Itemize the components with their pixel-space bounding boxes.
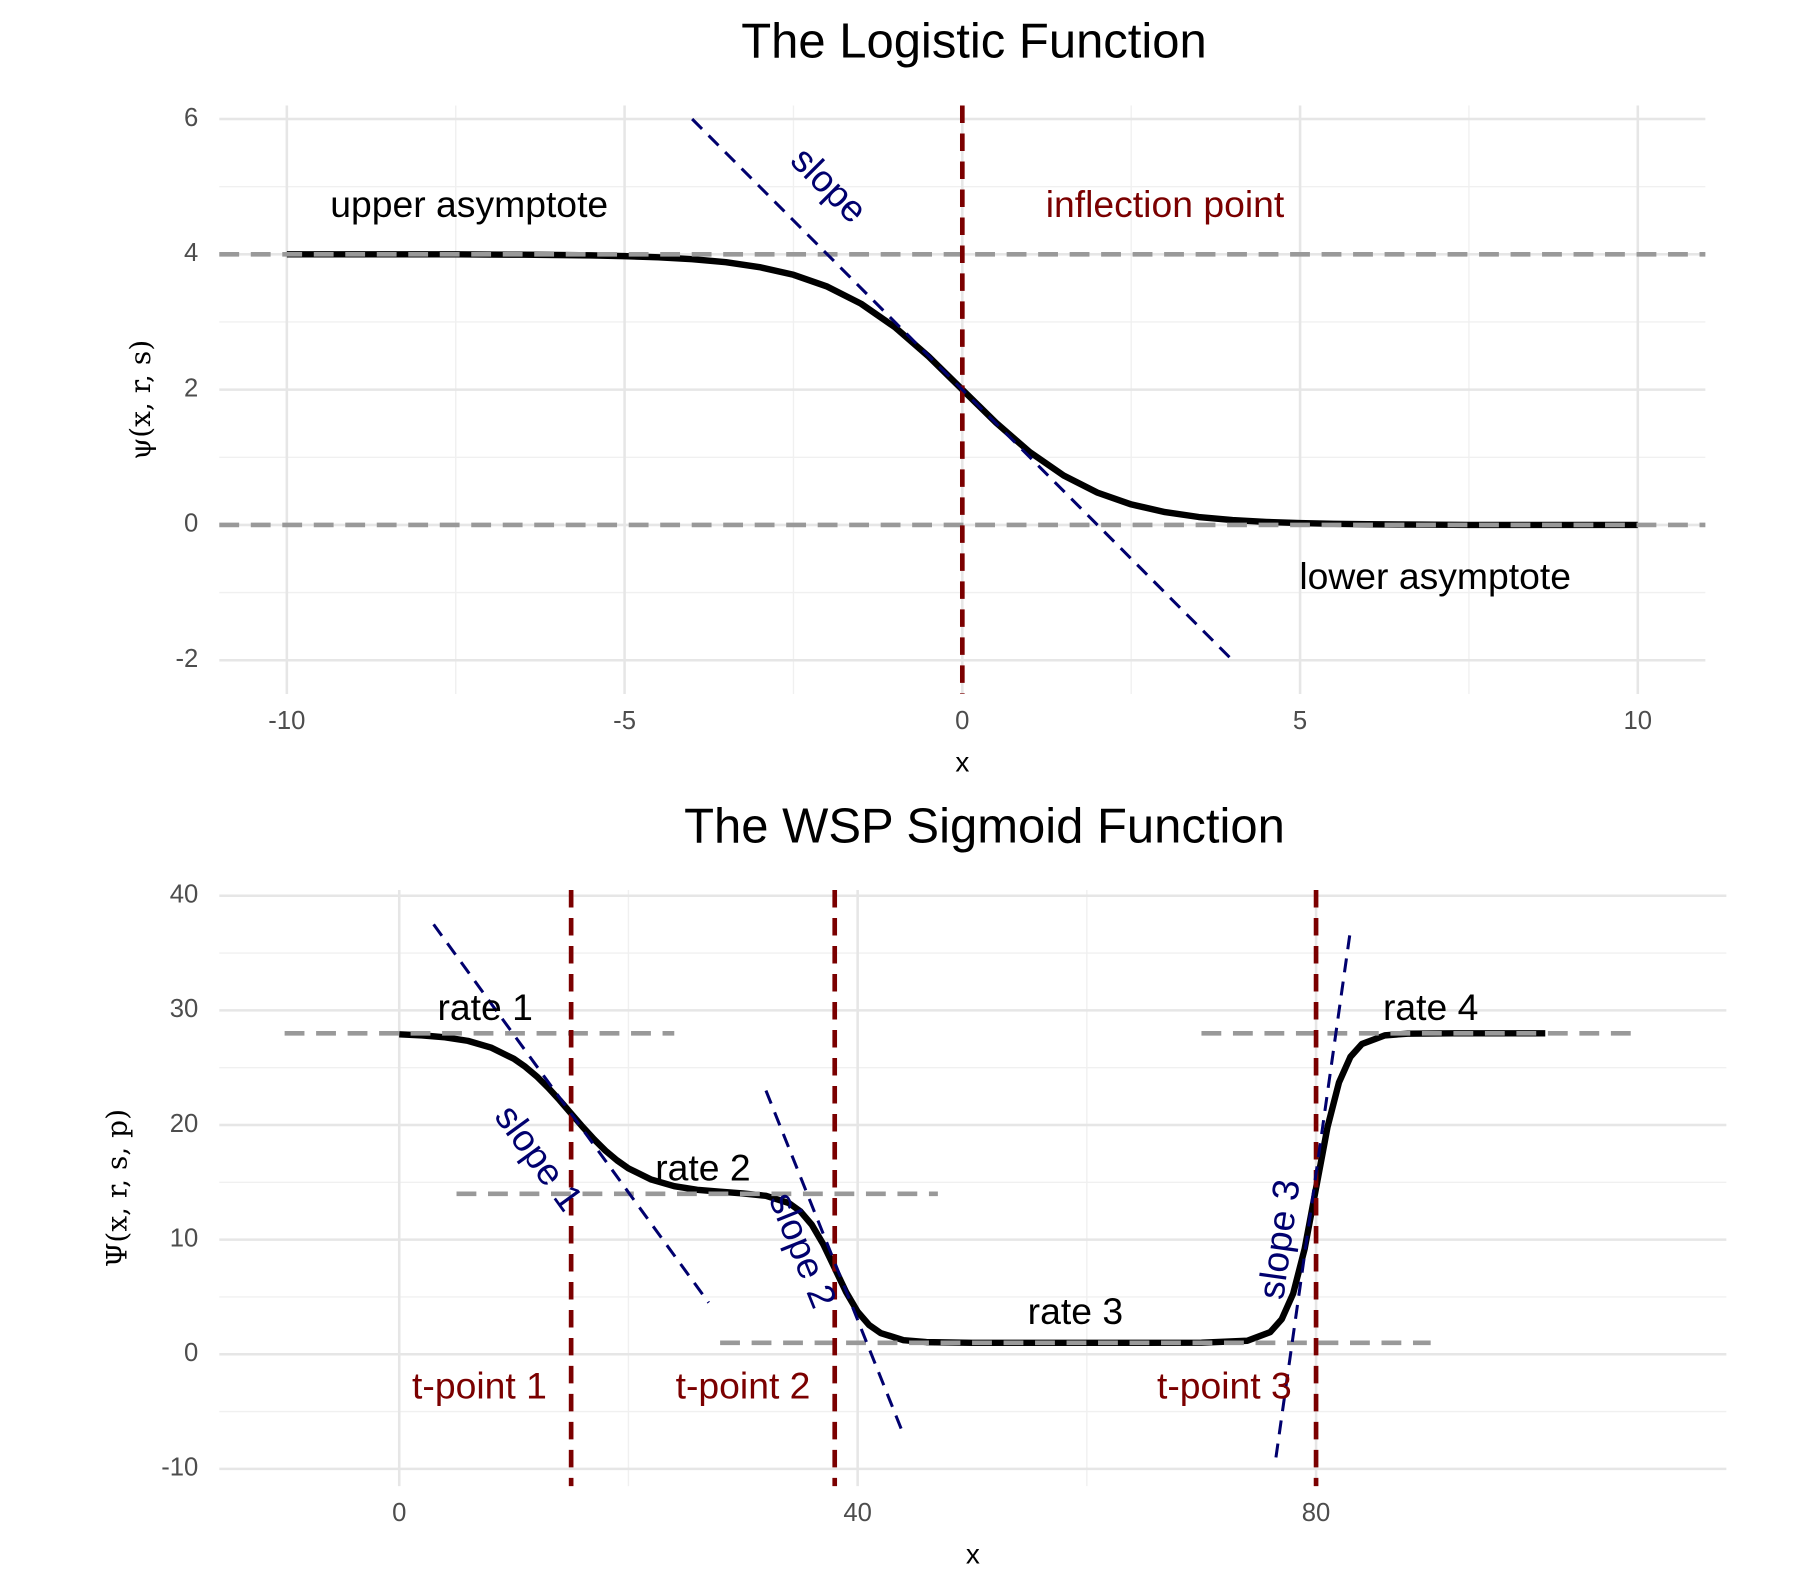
slope-line <box>764 1090 905 1436</box>
annotation: t-point 1 <box>412 1365 547 1407</box>
y-tick-label: 2 <box>184 374 198 402</box>
y-tick-label: 30 <box>170 995 199 1023</box>
y-tick-label: 20 <box>170 1110 199 1138</box>
chart-title: The WSP Sigmoid Function <box>684 799 1285 853</box>
x-tick-label: -10 <box>268 707 305 735</box>
x-axis-title: x <box>966 1538 980 1569</box>
y-tick-label: 6 <box>184 104 198 132</box>
slope-line <box>1274 929 1352 1458</box>
x-tick-label: -5 <box>613 707 636 735</box>
x-tick-label: 5 <box>1293 707 1307 735</box>
annotation: rate 1 <box>437 986 532 1028</box>
y-axis-title: Ψ(x, r, s, p) <box>100 1109 133 1267</box>
y-tick-label: -10 <box>161 1454 198 1482</box>
y-tick-label: -2 <box>175 645 198 673</box>
slope-line <box>691 117 1234 662</box>
chart-title: The Logistic Function <box>741 15 1207 69</box>
x-tick-label: 40 <box>843 1499 872 1527</box>
slope-line <box>432 923 710 1304</box>
annotation: t-point 2 <box>676 1365 811 1407</box>
x-axis-title: x <box>955 746 969 777</box>
annotation: inflection point <box>1046 183 1285 225</box>
y-axis-title: ψ(x, r, s) <box>124 340 157 460</box>
annotation: upper asymptote <box>330 183 608 225</box>
y-tick-label: 40 <box>170 881 199 909</box>
annotation: rate 4 <box>1383 986 1478 1028</box>
x-tick-label: 10 <box>1624 707 1653 735</box>
x-tick-label: 80 <box>1302 1499 1331 1527</box>
y-tick-label: 10 <box>170 1224 199 1252</box>
y-tick-label: 0 <box>184 510 198 538</box>
annotation: lower asymptote <box>1299 555 1571 597</box>
annotation: rate 3 <box>1028 1290 1123 1332</box>
annotation: rate 2 <box>655 1147 750 1189</box>
annotation: t-point 3 <box>1157 1365 1292 1407</box>
y-tick-label: 0 <box>184 1339 198 1367</box>
x-tick-label: 0 <box>955 707 969 735</box>
x-tick-label: 0 <box>392 1499 406 1527</box>
annotation: slope <box>783 138 876 231</box>
y-tick-label: 4 <box>184 239 198 267</box>
